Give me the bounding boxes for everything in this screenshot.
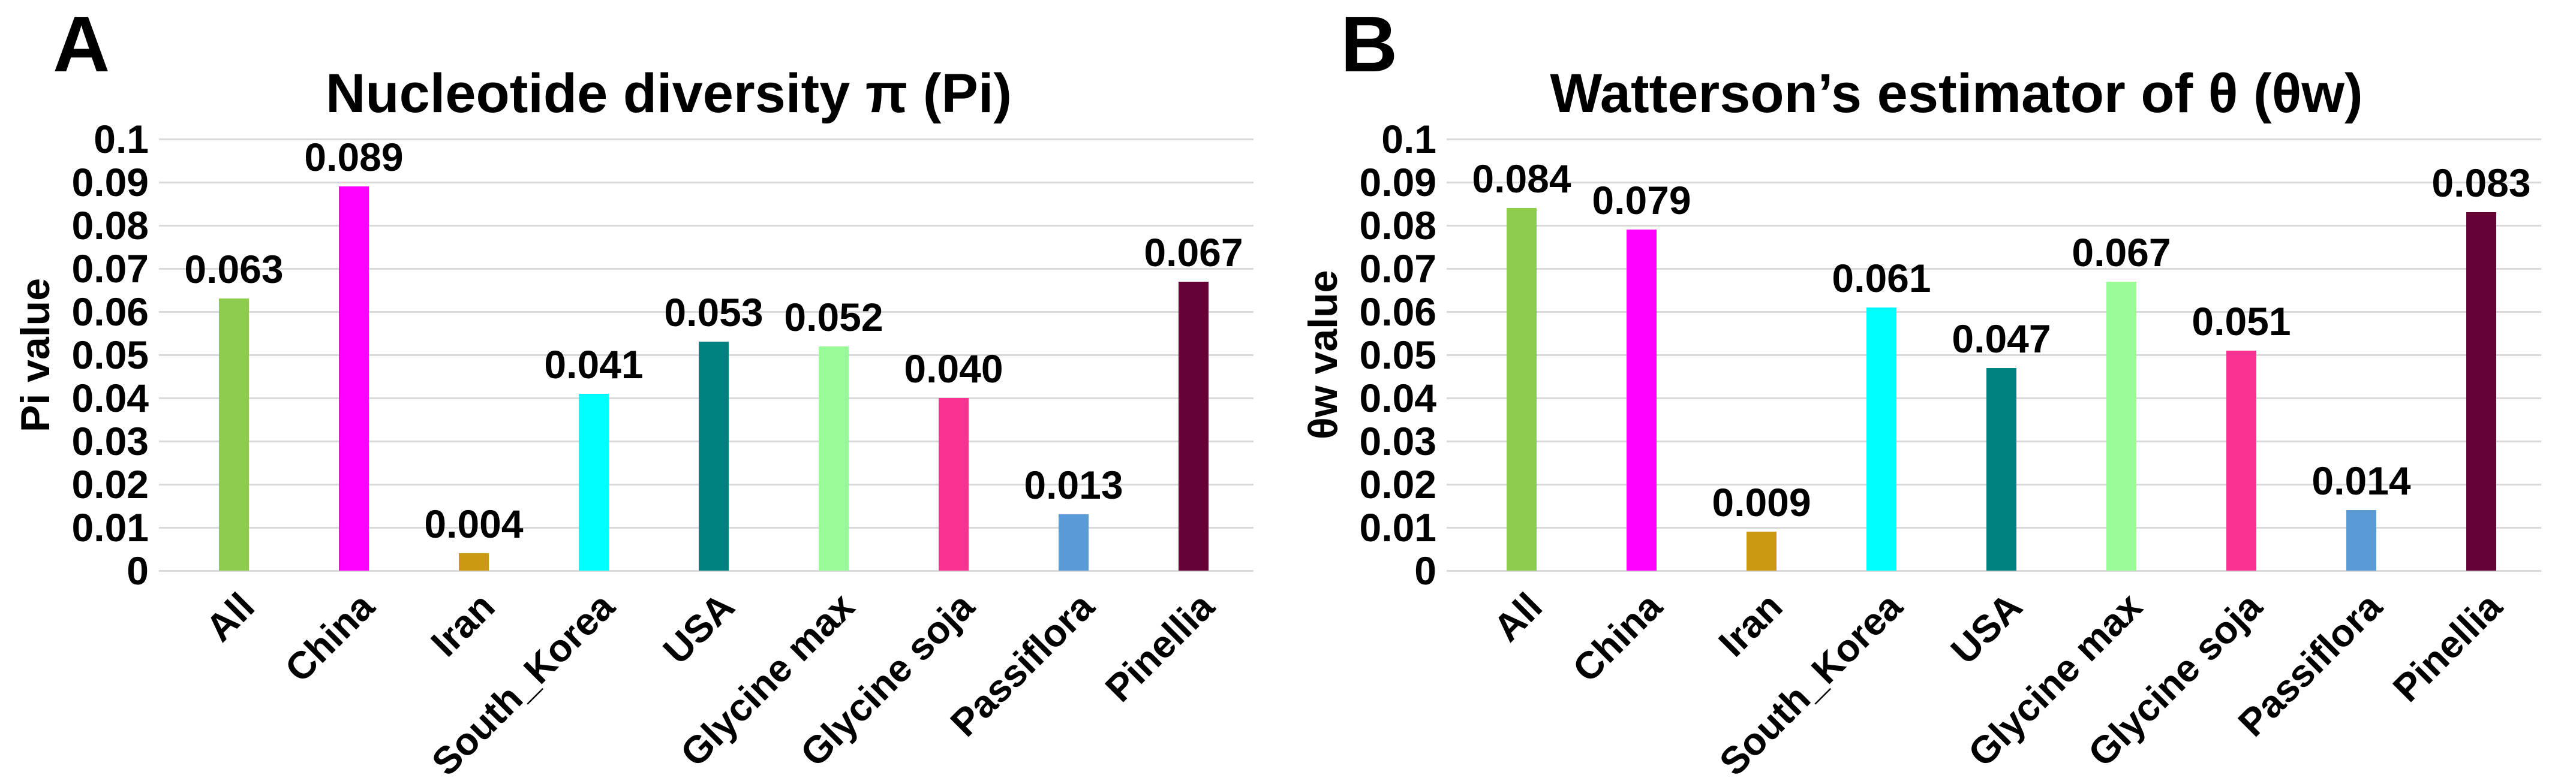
gridline <box>159 310 1254 313</box>
x-tick-label: Pinellia <box>2384 584 2511 710</box>
y-tick-label: 0.05 <box>1359 333 1436 377</box>
panel-a-letter: A <box>53 0 110 88</box>
y-tick-label: 0.04 <box>1359 376 1436 420</box>
bar-value-label: 0.013 <box>1024 463 1123 508</box>
x-tick-label: USA <box>654 584 743 673</box>
gridline <box>1447 138 2541 140</box>
bar <box>699 342 729 571</box>
x-tick-label: Pinellia <box>1096 584 1223 710</box>
bar <box>1626 230 1657 571</box>
panel-a: A Nucleotide diversity π (Pi) Pi value 0… <box>0 0 1288 784</box>
bar-value-label: 0.041 <box>544 342 644 387</box>
gridline <box>1447 267 2541 270</box>
chart-b-plot-area: 0 0.01 0.02 0.03 0.04 0.05 0.06 0.07 0.08 0.09 0.1… <box>1360 119 2541 784</box>
bar <box>2346 510 2376 571</box>
bar <box>218 298 249 571</box>
bar <box>2466 212 2496 571</box>
bar <box>1747 532 1777 571</box>
gridline <box>159 267 1254 270</box>
x-tick-label: All <box>197 584 263 650</box>
gridline <box>1447 310 2541 313</box>
bar-value-label: 0.009 <box>1712 480 1811 525</box>
bar-value-label: 0.061 <box>1832 255 1931 300</box>
y-tick-label: 0.1 <box>1381 117 1436 161</box>
bar-value-label: 0.063 <box>184 247 284 292</box>
y-tick-label: 0.01 <box>1359 505 1436 550</box>
bar <box>1506 208 1537 571</box>
gridline <box>1447 569 2541 572</box>
x-tick-label: China <box>276 584 383 690</box>
bar-value-label: 0.067 <box>1144 230 1243 275</box>
bar-value-label: 0.089 <box>304 135 404 180</box>
y-tick-label: 0 <box>1414 548 1436 593</box>
y-tick-label: 0.07 <box>71 246 149 291</box>
y-tick-label: 0.02 <box>1359 462 1436 506</box>
y-tick-label: 0.03 <box>71 419 149 463</box>
bar-value-label: 0.083 <box>2431 161 2531 206</box>
x-tick-label: All <box>1485 584 1551 650</box>
x-tick-label: China <box>1564 584 1671 690</box>
y-tick-label: 0.1 <box>94 117 149 161</box>
gridline <box>159 569 1254 572</box>
y-tick-label: 0.05 <box>71 333 149 377</box>
bar <box>2106 281 2136 571</box>
bar <box>459 553 489 571</box>
y-tick-label: 0.09 <box>1359 160 1436 204</box>
bar-value-label: 0.053 <box>664 290 764 335</box>
chart-a-plot-area: 0 0.01 0.02 0.03 0.04 0.05 0.06 0.07 0.08 0.09 0.1… <box>72 119 1254 784</box>
bar-value-label: 0.014 <box>2312 459 2411 503</box>
y-tick-label: 0.03 <box>1359 419 1436 463</box>
y-tick-label: 0.09 <box>71 160 149 204</box>
chart-b-title: Watterson’s estimator of θ (θw) <box>1550 63 2363 124</box>
y-tick-label: 0.04 <box>71 376 149 420</box>
bar <box>1059 514 1089 571</box>
x-tick-label: Iran <box>1710 584 1791 665</box>
bar <box>939 398 969 571</box>
y-tick-label: 0.07 <box>1359 246 1436 291</box>
bar <box>1986 367 2016 571</box>
y-tick-label: 0.01 <box>71 505 149 550</box>
bar <box>579 393 609 571</box>
bar-value-label: 0.079 <box>1592 178 1691 223</box>
bar <box>819 346 849 571</box>
gridline <box>1447 354 2541 356</box>
gridline <box>1447 181 2541 183</box>
bar-value-label: 0.051 <box>2192 298 2291 343</box>
y-tick-label: 0.06 <box>71 290 149 334</box>
bar <box>1179 281 1209 571</box>
panel-b: B Watterson’s estimator of θ (θw) θw val… <box>1288 0 2575 784</box>
chart-b-y-axis-title: θw value <box>1300 270 1346 440</box>
bar <box>338 186 369 571</box>
bar-value-label: 0.004 <box>424 502 524 547</box>
bar <box>2226 350 2256 571</box>
gridline <box>1447 224 2541 227</box>
chart-a-y-axis-title: Pi value <box>13 278 58 432</box>
y-tick-label: 0.06 <box>1359 290 1436 334</box>
y-tick-label: 0.02 <box>71 462 149 506</box>
chart-a-title: Nucleotide diversity π (Pi) <box>325 63 1012 124</box>
y-tick-label: 0 <box>127 548 149 593</box>
bar-value-label: 0.084 <box>1472 156 1571 201</box>
x-tick-label: USA <box>1942 584 2031 673</box>
bar-value-label: 0.067 <box>2072 230 2171 275</box>
gridline <box>159 138 1254 140</box>
y-tick-label: 0.08 <box>1359 203 1436 248</box>
gridline <box>159 224 1254 227</box>
bar-value-label: 0.047 <box>1952 316 2051 361</box>
gridline <box>159 181 1254 183</box>
bar-value-label: 0.052 <box>784 294 883 339</box>
y-tick-label: 0.08 <box>71 203 149 248</box>
bar-value-label: 0.040 <box>904 346 1003 391</box>
bar <box>1866 307 1896 571</box>
x-tick-label: Iran <box>422 584 503 665</box>
panel-b-letter: B <box>1340 0 1398 88</box>
